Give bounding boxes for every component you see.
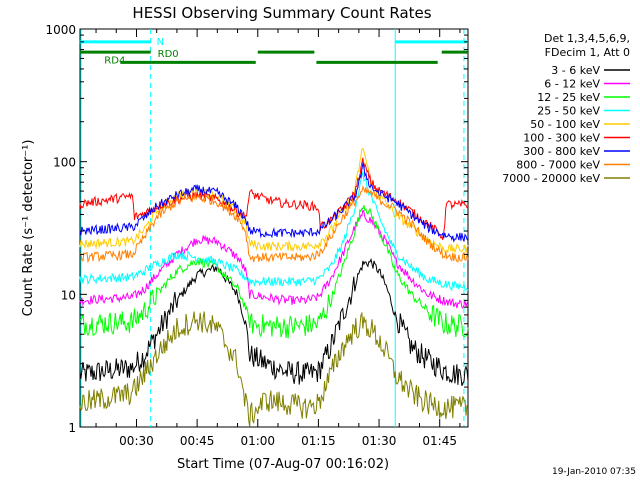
x-tick-label: 00:45 [180,434,215,448]
series-line [79,311,469,427]
x-tick-label: 01:30 [362,434,397,448]
legend-item-label: 6 - 12 keV [544,78,600,91]
bar-label: RD4 [104,55,125,66]
y-axis-label: Count Rate (s⁻¹ detector⁻¹) [21,140,36,317]
x-tick-label: 01:45 [422,434,457,448]
series-line [79,204,469,339]
legend-item-label: 7000 - 20000 keV [502,172,600,185]
series-line [79,171,469,292]
series-lines [79,148,469,427]
axes: 1 10 100 1000 00:30 00:45 01:00 01:15 01:30 01:45 [45,23,468,448]
series-line [79,161,469,243]
series-line [79,185,469,264]
legend-item-label: 800 - 7000 keV [516,159,600,172]
timestamp: 19-Jan-2010 07:35 [552,467,636,477]
legend-item-label: 12 - 25 keV [537,91,600,104]
legend-header-line-1: Det 1,3,4,5,6,9, [544,32,630,45]
x-tick-label: 01:00 [240,434,275,448]
series-line [79,257,469,386]
legend-item-label: 3 - 6 keV [551,64,600,77]
bar-label: N [157,37,164,48]
legend-item-label: 300 - 800 keV [523,145,600,158]
vertical-markers [80,29,465,427]
x-axis-label: Start Time (07-Aug-07 00:16:02) [177,457,389,472]
y-tick-label: 1000 [45,23,76,37]
x-tick-label: 00:30 [119,434,154,448]
series-line [79,157,469,240]
legend-item-label: 25 - 50 keV [537,105,600,118]
series-line [79,208,469,309]
legend-item-label: 50 - 100 keV [530,118,600,131]
y-tick-label: 10 [61,288,76,302]
chart-title: HESSI Observing Summary Count Rates [132,4,431,22]
legend-header-line-2: FDecim 1, Att 0 [545,46,630,59]
plot-frame [79,28,469,428]
series-line [79,148,469,254]
y-tick-label: 100 [53,156,76,170]
y-tick-label: 1 [68,421,76,435]
x-tick-label: 01:15 [301,434,336,448]
legend: Det 1,3,4,5,6,9, FDecim 1, Att 0 3 - 6 k… [502,32,630,185]
bar-label: RD0 [158,49,179,60]
legend-item-label: 100 - 300 keV [523,132,600,145]
